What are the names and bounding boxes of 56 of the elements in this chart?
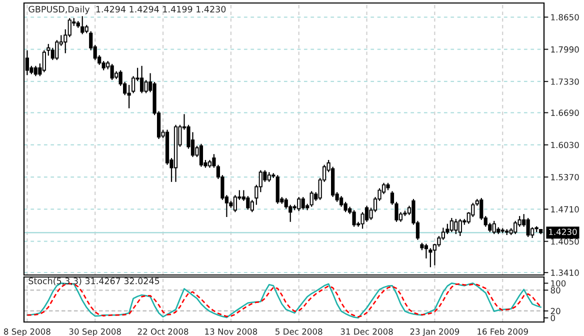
candlestick — [55, 39, 59, 61]
candlestick — [352, 210, 356, 228]
y-tick-label: 1.3410 — [551, 270, 579, 276]
candlestick — [102, 60, 106, 71]
candlestick — [140, 65, 144, 94]
x-tick-label: 5 Dec 2008 — [276, 328, 322, 335]
candlestick — [446, 223, 450, 235]
y-tick-label: 1.7330 — [551, 78, 579, 85]
candlestick — [450, 217, 454, 233]
x-tick-label: 30 Sep 2008 — [69, 328, 121, 336]
ref-line-label: 1.4230 — [549, 228, 577, 236]
x-tick-label: 23 Jan 2009 — [410, 328, 460, 336]
candlestick — [284, 197, 288, 210]
candlestick — [437, 235, 441, 248]
candlestick — [46, 43, 50, 56]
y-tick-label: 1.6030 — [551, 142, 579, 148]
x-tick-label: 8 Sep 2008 — [4, 328, 50, 336]
candlestick — [428, 248, 432, 268]
candlestick — [233, 194, 237, 213]
y-tick-label: 80 — [550, 287, 560, 294]
y-tick-label: 0 — [550, 314, 555, 322]
y-tick-label: 100 — [551, 280, 566, 287]
candlestick — [80, 16, 84, 35]
candlestick — [127, 84, 131, 109]
candlestick — [132, 76, 136, 94]
chart-title: GBPUSD,Daily 1.4294 1.4294 1.4199 1.4230 — [28, 6, 226, 14]
candlestick — [458, 218, 462, 237]
chart-title: Stoch(5,3,3) 31.4267 32.0245 — [28, 277, 160, 286]
candlestick — [199, 143, 204, 168]
candlestick — [364, 205, 369, 222]
candlestick — [301, 196, 305, 210]
candlestick — [34, 65, 38, 77]
candlestick — [42, 50, 46, 73]
candlestick — [297, 196, 301, 212]
candlestick — [514, 220, 518, 235]
x-tick-label: 22 Oct 2008 — [138, 328, 188, 335]
x-tick-label: 16 Feb 2009 — [478, 328, 528, 335]
candlestick — [340, 195, 344, 208]
y-tick-label: 1.5370 — [551, 174, 579, 180]
y-tick-label: 1.6690 — [551, 110, 579, 116]
y-tick-label: 1.4050 — [551, 238, 579, 245]
y-tick-label: 1.7990 — [551, 46, 579, 53]
y-tick-label: 1.4710 — [551, 206, 579, 212]
y-tick-label: 20 — [550, 308, 560, 314]
y-tick-label: 1.8650 — [551, 14, 579, 20]
candlestick — [110, 63, 114, 81]
x-tick-label: 31 Dec 2008 — [340, 328, 393, 335]
candlestick — [246, 195, 250, 210]
candlestick — [267, 172, 271, 182]
candlestick — [424, 243, 428, 259]
candlestick — [310, 190, 314, 208]
candlestick — [250, 199, 254, 213]
candlestick — [526, 217, 530, 238]
candlestick — [492, 220, 496, 235]
candlestick — [454, 218, 458, 235]
x-tick-label: 13 Nov 2008 — [205, 328, 258, 335]
